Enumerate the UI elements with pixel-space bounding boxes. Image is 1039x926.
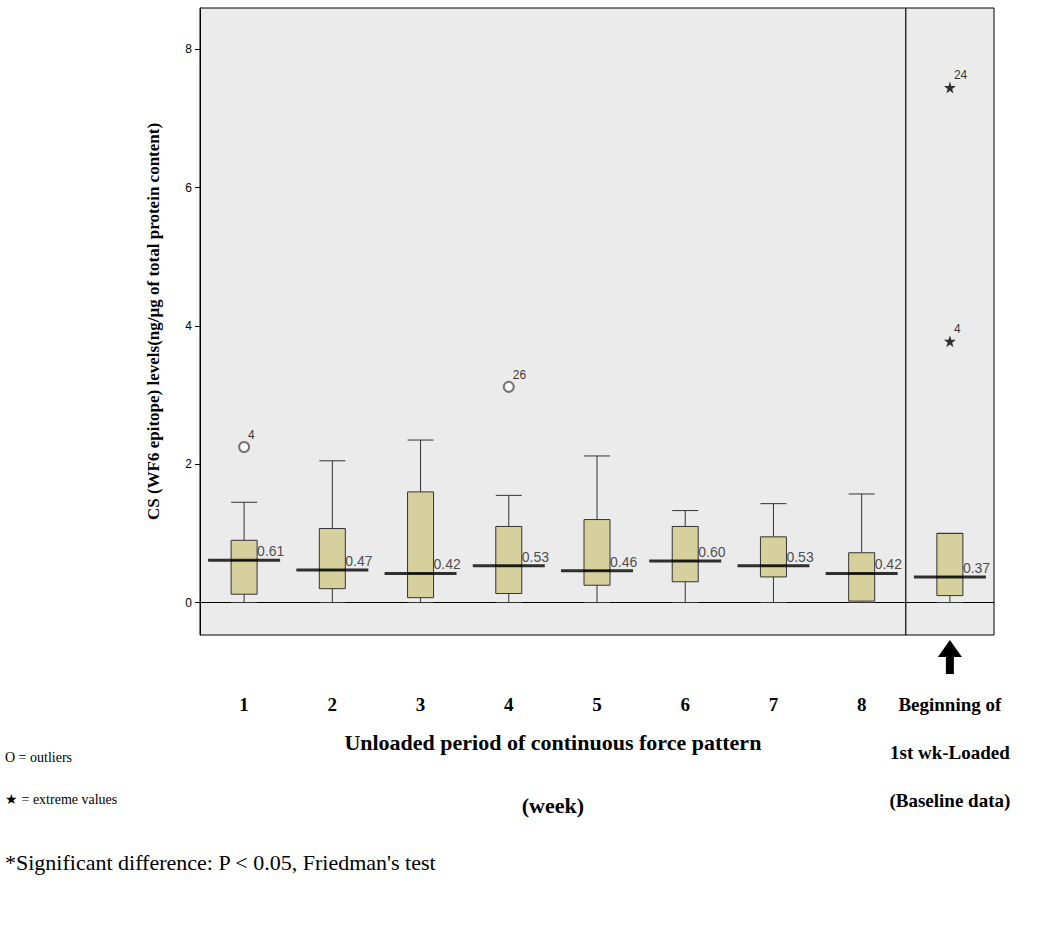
svg-text:1st wk-Loaded: 1st wk-Loaded (890, 742, 1010, 763)
svg-text:Unloaded period of continuous: Unloaded period of continuous force patt… (344, 730, 761, 755)
svg-text:4: 4 (185, 319, 192, 333)
svg-text:Beginning of: Beginning of (898, 694, 1002, 715)
svg-text:CS (WF6 epitope) levels(ng/µg: CS (WF6 epitope) levels(ng/µg of total p… (144, 123, 163, 520)
svg-text:8: 8 (857, 694, 867, 715)
svg-text:7: 7 (769, 694, 779, 715)
svg-text:0.46: 0.46 (610, 554, 637, 570)
svg-text:0: 0 (185, 596, 192, 610)
svg-text:1: 1 (239, 694, 249, 715)
svg-text:★ = extreme values: ★ = extreme values (5, 792, 117, 807)
svg-text:(week): (week) (522, 793, 584, 818)
svg-text:4: 4 (248, 428, 255, 442)
svg-text:2: 2 (328, 694, 338, 715)
svg-text:24: 24 (954, 68, 968, 82)
svg-text:0.60: 0.60 (698, 544, 725, 560)
svg-text:4: 4 (954, 322, 961, 336)
svg-text:*Significant difference: P < 0: *Significant difference: P < 0.05, Fried… (5, 850, 436, 875)
svg-text:6: 6 (680, 694, 690, 715)
svg-text:0.42: 0.42 (434, 556, 461, 572)
svg-text:0.47: 0.47 (345, 553, 372, 569)
svg-text:6: 6 (185, 181, 192, 195)
svg-text:5: 5 (592, 694, 602, 715)
svg-text:0.61: 0.61 (257, 543, 284, 559)
svg-text:26: 26 (513, 368, 527, 382)
svg-text:0.37: 0.37 (963, 560, 990, 576)
svg-text:0.53: 0.53 (786, 549, 813, 565)
svg-text:3: 3 (416, 694, 426, 715)
svg-text:2: 2 (185, 457, 192, 471)
svg-text:8: 8 (185, 42, 192, 56)
svg-text:O = outliers: O = outliers (5, 750, 72, 765)
svg-text:4: 4 (504, 694, 514, 715)
svg-text:(Baseline data): (Baseline data) (889, 790, 1010, 812)
svg-text:0.53: 0.53 (522, 549, 549, 565)
svg-text:0.42: 0.42 (875, 556, 902, 572)
